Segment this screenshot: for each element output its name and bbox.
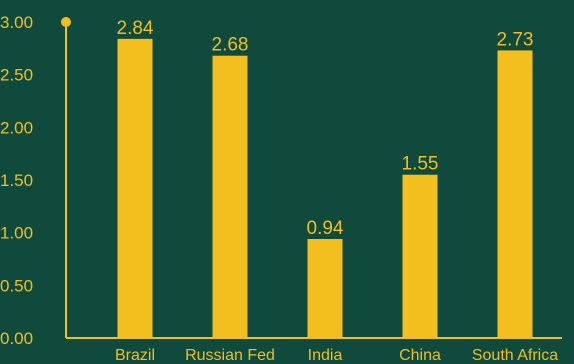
- bar: [497, 50, 533, 338]
- bar: [117, 38, 153, 338]
- data-labels: 2.84 2.68 0.94 1.55 2.73: [117, 18, 534, 239]
- bar: [402, 174, 438, 338]
- data-label: 2.68: [212, 35, 249, 56]
- y-tick-label: 1.00: [0, 224, 33, 243]
- y-axis-end-marker: [61, 17, 71, 27]
- y-axis-ticks: 0.00 0.50 1.00 1.50 2.00 2.50 3.00: [0, 13, 33, 348]
- x-tick-label: China: [399, 347, 441, 364]
- y-tick-label: 2.50: [0, 66, 33, 85]
- category-labels: Brazil Russian Fed India China South Africa: [115, 347, 558, 364]
- y-tick-label: 2.00: [0, 118, 33, 137]
- x-tick-label: South Africa: [472, 347, 558, 364]
- x-tick-label: Russian Fed: [185, 347, 275, 364]
- bar: [212, 55, 248, 338]
- y-tick-label: 3.00: [0, 13, 33, 32]
- bars: [117, 38, 533, 338]
- y-tick-label: 1.50: [0, 171, 33, 190]
- bar: [307, 238, 343, 338]
- x-tick-label: India: [308, 347, 343, 364]
- data-label: 2.73: [497, 29, 534, 50]
- data-label: 1.55: [402, 154, 439, 175]
- y-tick-label: 0.00: [0, 329, 33, 348]
- x-tick-label: Brazil: [115, 347, 155, 364]
- data-label: 2.84: [117, 18, 154, 39]
- y-tick-label: 0.50: [0, 276, 33, 295]
- data-label: 0.94: [307, 218, 344, 239]
